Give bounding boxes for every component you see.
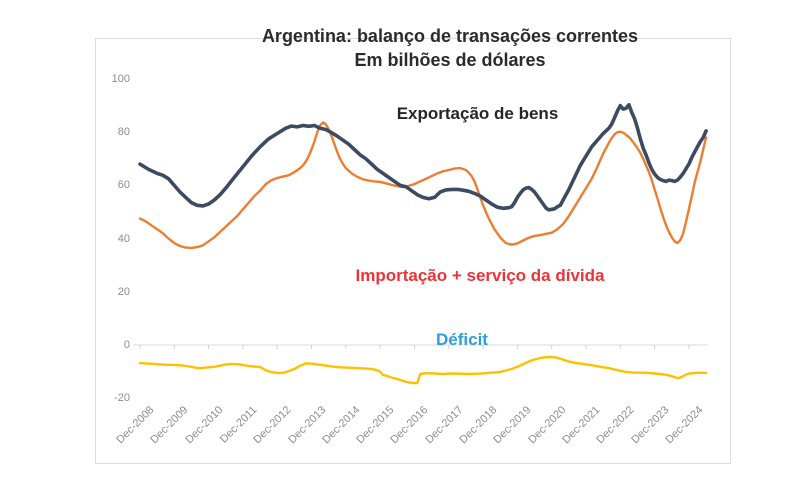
imports-series-label: Importação + serviço da dívida	[355, 266, 605, 285]
y-axis-tick-label: 40	[117, 232, 130, 245]
deficit-line-series	[138, 355, 708, 385]
y-axis-tick-label: 0	[123, 339, 130, 351]
y-axis-tick-label: 20	[117, 285, 130, 298]
imports-line-series	[138, 121, 708, 250]
exports-line-series	[138, 103, 708, 212]
chart-subtitle: Em bilhões de dólares	[354, 50, 546, 70]
chart-border-frame	[95, 38, 731, 464]
y-axis-tick-label: -20	[114, 392, 130, 405]
deficit-series-label: Déficit	[436, 330, 488, 349]
x-axis-tick-marks	[139, 345, 690, 349]
exports-series-label: Exportação de bens	[396, 104, 559, 123]
y-axis-tick-label: 80	[117, 126, 130, 139]
y-axis-tick-label: 100	[111, 73, 130, 85]
chart-title: Argentina: balanço de transações corrent…	[261, 26, 639, 46]
y-axis-tick-label: 60	[117, 179, 130, 192]
